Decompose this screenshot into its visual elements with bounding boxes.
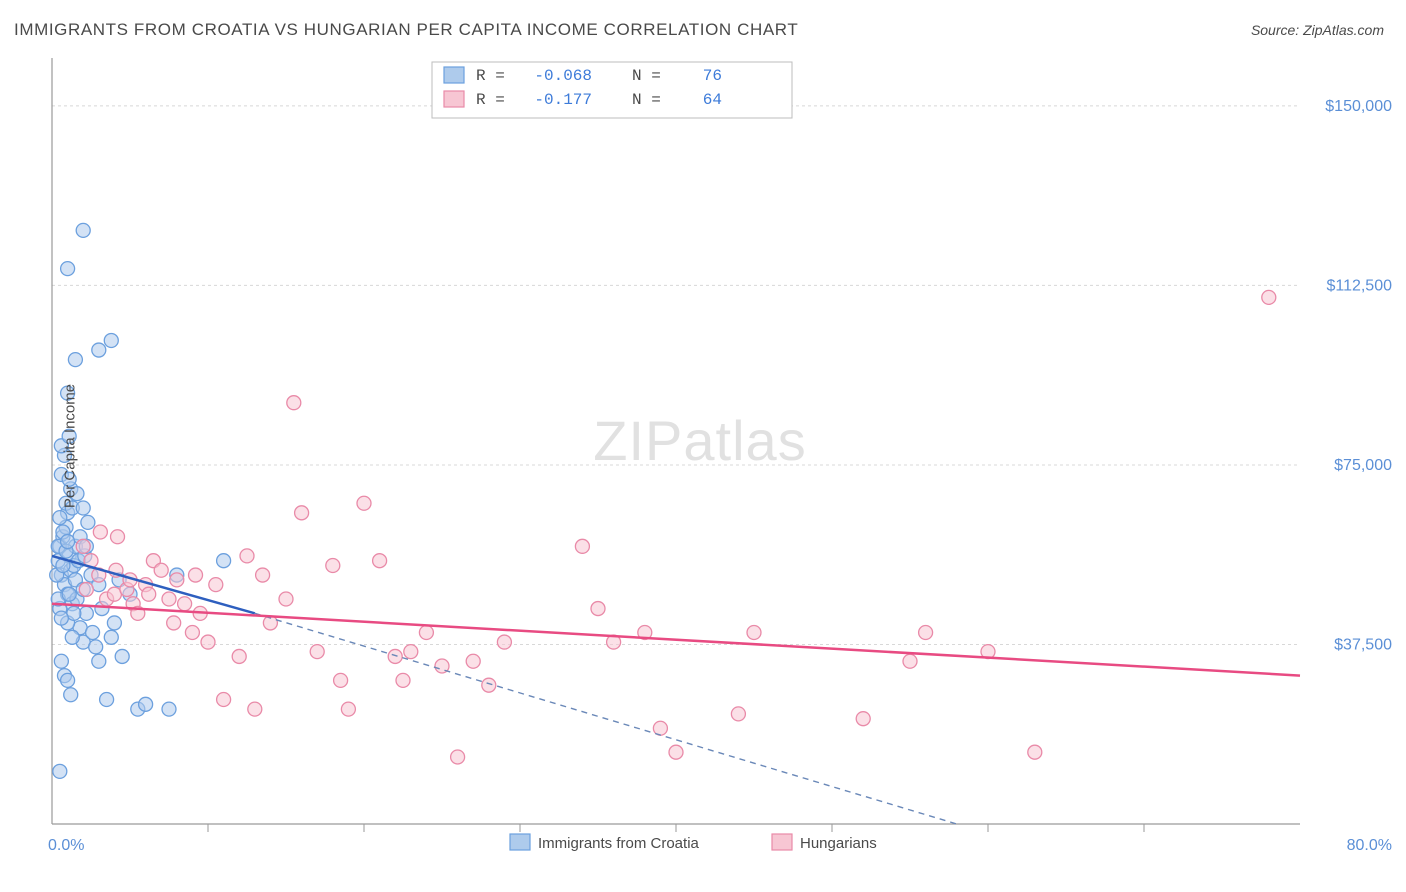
point-hungarian	[903, 654, 917, 668]
point-croatia	[61, 262, 75, 276]
point-hungarian	[279, 592, 293, 606]
source-label: Source: ZipAtlas.com	[1251, 22, 1384, 38]
point-hungarian	[232, 649, 246, 663]
point-hungarian	[451, 750, 465, 764]
legend-r-label: R =	[476, 91, 505, 109]
watermark: ZIPatlas	[593, 409, 806, 472]
point-hungarian	[396, 673, 410, 687]
point-hungarian	[575, 539, 589, 553]
point-hungarian	[497, 635, 511, 649]
point-croatia	[89, 640, 103, 654]
point-hungarian	[482, 678, 496, 692]
point-hungarian	[201, 635, 215, 649]
point-hungarian	[310, 645, 324, 659]
legend-r-value: -0.068	[534, 67, 592, 85]
point-hungarian	[76, 539, 90, 553]
point-croatia	[53, 764, 67, 778]
point-croatia	[81, 515, 95, 529]
bottom-legend-label: Immigrants from Croatia	[538, 835, 700, 852]
point-hungarian	[178, 597, 192, 611]
point-croatia	[104, 630, 118, 644]
point-croatia	[92, 343, 106, 357]
point-hungarian	[79, 582, 93, 596]
point-croatia	[139, 697, 153, 711]
point-hungarian	[170, 573, 184, 587]
point-hungarian	[404, 645, 418, 659]
point-hungarian	[93, 525, 107, 539]
point-croatia	[115, 649, 129, 663]
point-hungarian	[217, 693, 231, 707]
point-croatia	[64, 688, 78, 702]
point-hungarian	[295, 506, 309, 520]
chart-title: IMMIGRANTS FROM CROATIA VS HUNGARIAN PER…	[14, 20, 798, 40]
point-hungarian	[240, 549, 254, 563]
point-hungarian	[747, 626, 761, 640]
legend-swatch	[444, 91, 464, 107]
x-min-label: 0.0%	[48, 837, 84, 854]
point-croatia	[54, 611, 68, 625]
point-croatia	[65, 630, 79, 644]
point-hungarian	[856, 712, 870, 726]
bottom-legend-swatch	[510, 834, 530, 850]
point-hungarian	[466, 654, 480, 668]
point-croatia	[104, 333, 118, 347]
legend-r-label: R =	[476, 67, 505, 85]
point-hungarian	[256, 568, 270, 582]
legend-n-value: 64	[703, 91, 722, 109]
point-hungarian	[373, 554, 387, 568]
point-croatia	[76, 223, 90, 237]
point-hungarian	[591, 602, 605, 616]
point-hungarian	[388, 649, 402, 663]
point-croatia	[100, 693, 114, 707]
point-hungarian	[669, 745, 683, 759]
y-axis-label: Per Capita Income	[62, 384, 79, 508]
point-hungarian	[185, 626, 199, 640]
point-hungarian	[1262, 290, 1276, 304]
y-tick-label: $75,000	[1334, 457, 1392, 474]
trendline	[52, 604, 1300, 676]
point-hungarian	[209, 578, 223, 592]
point-hungarian	[162, 592, 176, 606]
point-hungarian	[142, 587, 156, 601]
point-croatia	[68, 353, 82, 367]
point-hungarian	[248, 702, 262, 716]
point-croatia	[53, 511, 67, 525]
point-hungarian	[1028, 745, 1042, 759]
point-hungarian	[326, 558, 340, 572]
y-tick-label: $37,500	[1334, 636, 1392, 653]
legend-n-value: 76	[703, 67, 722, 85]
x-max-label: 80.0%	[1347, 837, 1392, 854]
point-hungarian	[357, 496, 371, 510]
point-croatia	[217, 554, 231, 568]
bottom-legend-label: Hungarians	[800, 835, 877, 852]
y-tick-label: $112,500	[1326, 277, 1392, 294]
point-croatia	[61, 535, 75, 549]
y-tick-label: $150,000	[1325, 98, 1392, 115]
legend-n-label: N =	[632, 67, 661, 85]
point-hungarian	[189, 568, 203, 582]
correlation-chart: $37,500 $75,000 $112,500 $150,000 0.0% 80.0% Z…	[0, 0, 1406, 892]
bottom-legend-swatch	[772, 834, 792, 850]
point-hungarian	[419, 626, 433, 640]
point-hungarian	[167, 616, 181, 630]
point-croatia	[107, 616, 121, 630]
legend-r-value: -0.177	[534, 91, 592, 109]
point-croatia	[62, 587, 76, 601]
point-hungarian	[731, 707, 745, 721]
point-croatia	[92, 654, 106, 668]
point-hungarian	[919, 626, 933, 640]
point-croatia	[54, 654, 68, 668]
point-hungarian	[334, 673, 348, 687]
point-hungarian	[287, 396, 301, 410]
legend-swatch	[444, 67, 464, 83]
legend-n-label: N =	[632, 91, 661, 109]
point-croatia	[86, 626, 100, 640]
point-hungarian	[111, 530, 125, 544]
point-hungarian	[154, 563, 168, 577]
point-hungarian	[341, 702, 355, 716]
point-croatia	[162, 702, 176, 716]
point-croatia	[61, 673, 75, 687]
